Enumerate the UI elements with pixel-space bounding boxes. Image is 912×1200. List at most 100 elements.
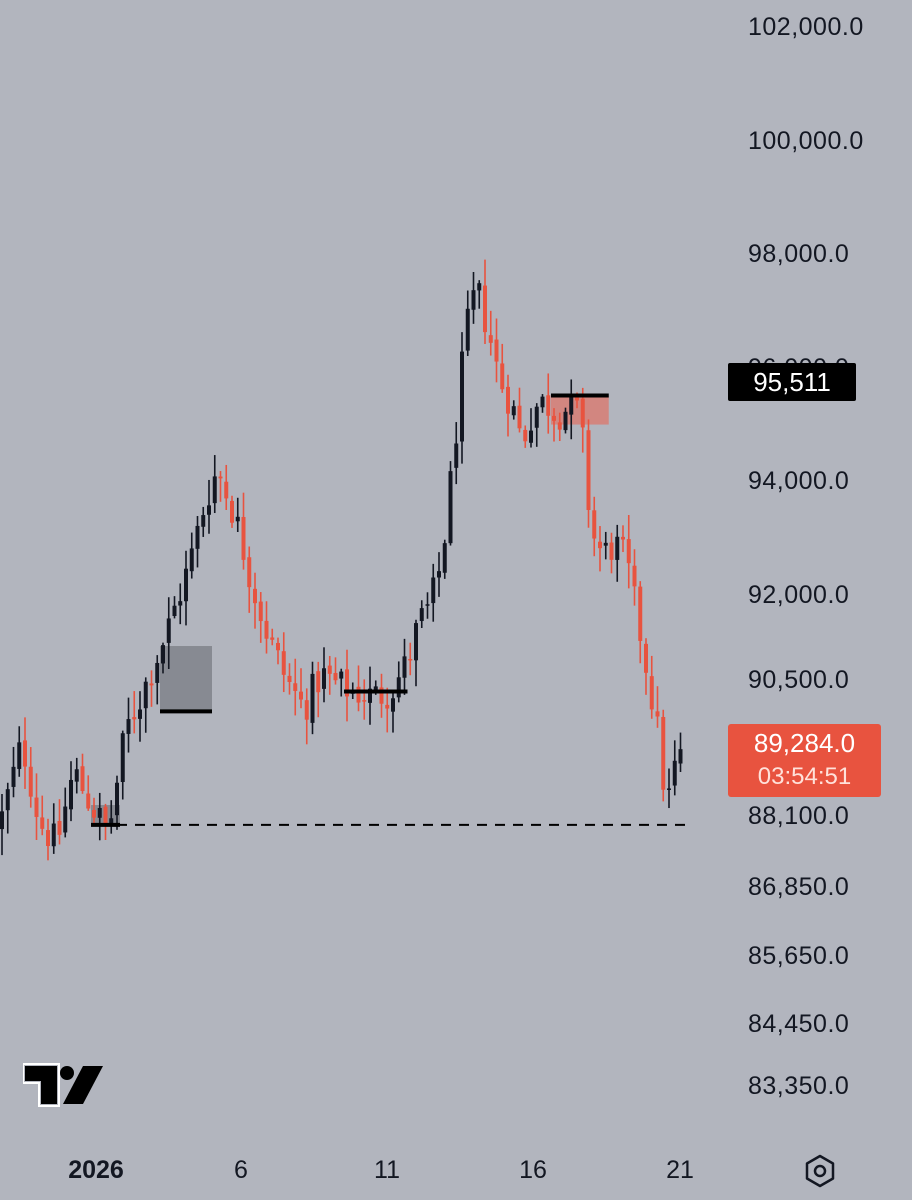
candle [11, 746, 16, 798]
time-tick-label: 6 [234, 1156, 248, 1184]
candle [247, 546, 252, 613]
candle [408, 642, 413, 676]
candle [477, 280, 482, 309]
candle [644, 638, 648, 695]
candle [28, 747, 33, 808]
candle [661, 709, 666, 802]
bar-countdown-label: 03:54:51 [757, 763, 852, 790]
candle [258, 592, 263, 643]
candle [281, 632, 286, 693]
candle [17, 726, 22, 777]
candle [391, 689, 395, 733]
candle [396, 661, 401, 703]
candle [598, 526, 602, 572]
candle [345, 649, 349, 722]
candle [69, 761, 73, 822]
candle [678, 732, 683, 772]
candle [235, 497, 240, 533]
current-price-badge: 89,284.0 03:54:51 [728, 724, 881, 797]
price-tick-label: 88,100.0 [748, 802, 850, 831]
candle [149, 670, 154, 707]
candle [51, 803, 56, 854]
candle [63, 787, 68, 838]
candle [161, 642, 165, 674]
candle [494, 318, 499, 383]
candle [166, 597, 171, 669]
candle [103, 803, 108, 840]
candle [546, 373, 551, 434]
candle [218, 471, 223, 502]
candle [586, 419, 591, 528]
candle [155, 655, 160, 705]
candle [483, 259, 487, 345]
candle [356, 665, 361, 712]
time-tick-label: 11 [374, 1156, 400, 1184]
candle [287, 663, 292, 695]
candle [609, 532, 614, 574]
tradingview-logo-icon [23, 1063, 103, 1107]
candle [465, 290, 470, 357]
candle [471, 271, 476, 324]
bullish-zone-box [160, 646, 212, 712]
zone-layer [91, 395, 609, 825]
candle [580, 387, 585, 453]
candle [534, 403, 539, 447]
candle [138, 691, 142, 742]
price-tick-label: 98,000.0 [748, 240, 850, 269]
candle [195, 516, 200, 568]
candle [655, 686, 660, 728]
candle [557, 412, 562, 442]
candle [172, 596, 177, 619]
candle [454, 422, 459, 485]
candle [34, 773, 39, 840]
candle [299, 668, 303, 709]
candle [362, 679, 367, 720]
candle [230, 495, 234, 528]
candle [667, 768, 671, 809]
candle [603, 531, 608, 560]
price-tick-label: 86,850.0 [748, 873, 850, 902]
candle [540, 394, 545, 413]
candle [276, 637, 280, 665]
candle [626, 514, 631, 589]
candle [264, 601, 269, 654]
candle [506, 374, 510, 437]
candle [57, 799, 62, 845]
candle [615, 524, 620, 582]
candle [207, 479, 211, 534]
candle [402, 638, 407, 695]
candle [368, 666, 372, 725]
candle [74, 757, 79, 794]
candle [189, 532, 194, 579]
candle [270, 628, 275, 646]
candle [379, 673, 384, 718]
candle [115, 775, 119, 830]
candle [5, 782, 10, 834]
candle [385, 687, 390, 733]
candle [621, 525, 625, 553]
candle [92, 797, 96, 826]
candle [488, 310, 493, 356]
candle [23, 717, 27, 789]
candle [638, 581, 643, 664]
price-tick-label: 102,000.0 [748, 13, 864, 42]
candle [184, 550, 188, 626]
candle [672, 740, 677, 796]
settings-icon[interactable] [802, 1153, 838, 1189]
candle [529, 408, 533, 448]
candle [201, 506, 206, 537]
candle [448, 461, 453, 546]
candle [178, 583, 183, 625]
current-price-label: 89,284.0 [753, 728, 856, 758]
candle [132, 691, 137, 734]
candle [316, 661, 321, 718]
candle [437, 552, 441, 597]
candle [224, 464, 229, 510]
candle [339, 668, 344, 697]
time-tick-label: 16 [519, 1156, 547, 1184]
candle [97, 792, 102, 841]
candle [293, 658, 298, 716]
candle [304, 688, 309, 745]
candle [414, 619, 418, 687]
